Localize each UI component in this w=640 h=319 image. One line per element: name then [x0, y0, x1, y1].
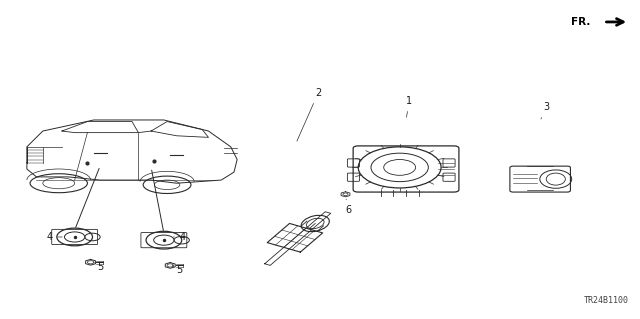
Text: 2: 2 [297, 88, 321, 141]
Text: TR24B1100: TR24B1100 [584, 296, 629, 305]
Text: 5: 5 [172, 265, 183, 275]
Text: FR.: FR. [572, 17, 591, 27]
Text: 3: 3 [541, 102, 549, 119]
Text: 1: 1 [406, 96, 412, 117]
Text: 5: 5 [94, 262, 103, 272]
Text: 4: 4 [173, 232, 186, 242]
Text: 6: 6 [346, 199, 352, 215]
Text: 4: 4 [46, 232, 62, 242]
